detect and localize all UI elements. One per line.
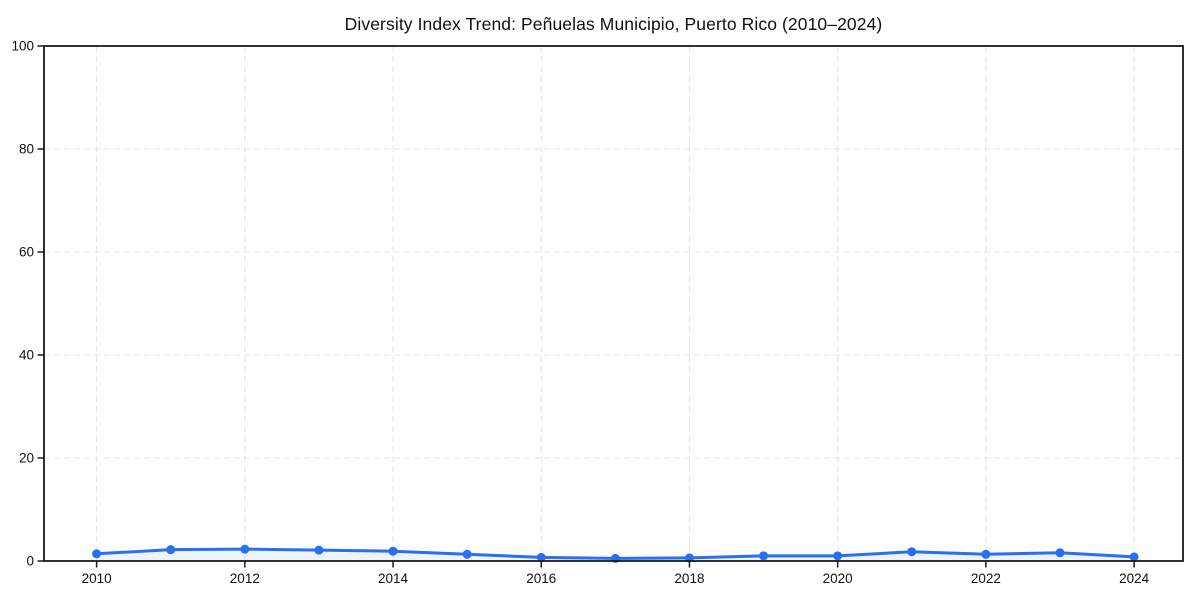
y-tick-label: 40 xyxy=(19,348,34,363)
data-point-2015 xyxy=(462,549,472,559)
data-point-2019 xyxy=(759,551,769,561)
x-tick-label: 2022 xyxy=(971,571,1001,586)
data-point-2013 xyxy=(314,545,324,555)
data-point-2014 xyxy=(388,546,398,556)
x-tick-label: 2010 xyxy=(82,571,112,586)
y-tick-label: 0 xyxy=(26,554,34,569)
x-tick-label: 2014 xyxy=(378,571,409,586)
y-tick-label: 60 xyxy=(19,245,34,260)
x-tick-label: 2016 xyxy=(526,571,556,586)
x-tick-label: 2012 xyxy=(230,571,260,586)
x-tick-label: 2020 xyxy=(823,571,853,586)
data-point-2020 xyxy=(833,551,843,561)
x-tick-label: 2024 xyxy=(1119,571,1150,586)
plot-border xyxy=(43,45,1184,562)
data-point-2022 xyxy=(981,549,991,559)
y-tick-label: 100 xyxy=(11,39,34,54)
data-point-2016 xyxy=(536,552,546,562)
data-point-2024 xyxy=(1129,552,1139,562)
data-point-2021 xyxy=(907,547,917,557)
data-point-2011 xyxy=(166,545,176,555)
data-point-2012 xyxy=(240,544,250,554)
x-tick-label: 2018 xyxy=(674,571,704,586)
data-point-2023 xyxy=(1055,548,1065,558)
y-tick-label: 80 xyxy=(19,142,34,157)
chart-title: Diversity Index Trend: Peñuelas Municipi… xyxy=(344,14,883,34)
data-point-2010 xyxy=(92,549,102,559)
y-tick-label: 20 xyxy=(19,451,34,466)
